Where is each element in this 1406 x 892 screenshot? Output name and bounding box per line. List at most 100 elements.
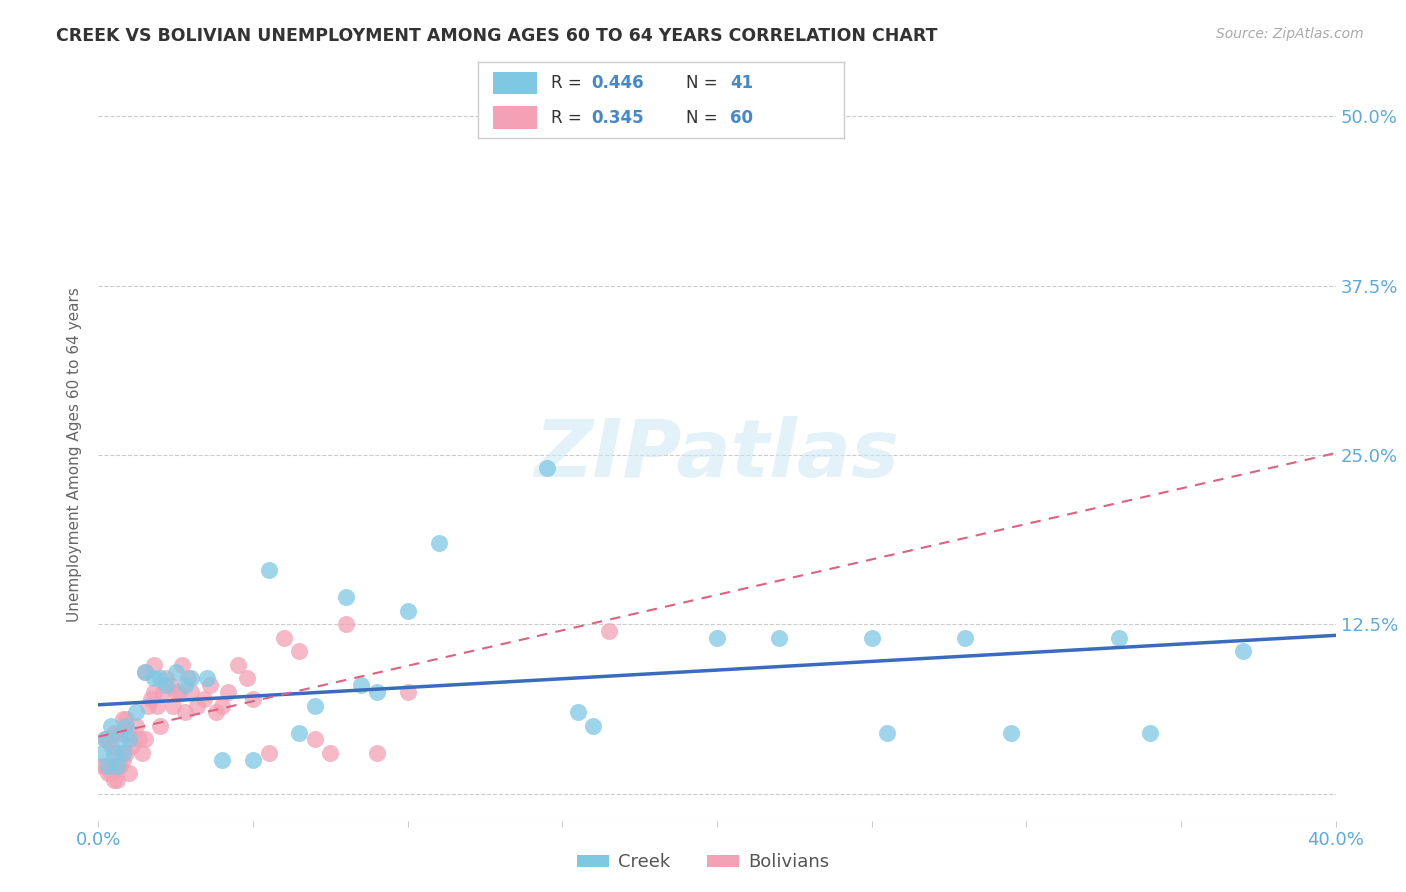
Point <box>582 719 605 733</box>
Point <box>211 698 233 713</box>
Point <box>105 772 128 787</box>
Point <box>273 631 295 645</box>
Point <box>366 685 388 699</box>
Point <box>257 746 280 760</box>
Point <box>93 732 115 747</box>
Point <box>143 685 166 699</box>
Point <box>319 746 342 760</box>
Point <box>396 685 419 699</box>
Point <box>1232 644 1254 658</box>
Point <box>136 698 159 713</box>
Point <box>90 746 112 760</box>
Bar <box>492 71 537 95</box>
Point <box>118 732 141 747</box>
Point <box>139 691 162 706</box>
Point <box>118 725 141 739</box>
Point <box>768 631 790 645</box>
Point <box>134 732 156 747</box>
Point <box>427 536 450 550</box>
Point <box>115 746 138 760</box>
Point <box>108 732 131 747</box>
Point <box>242 753 264 767</box>
Point <box>97 766 120 780</box>
Point <box>350 678 373 692</box>
Point <box>112 753 135 767</box>
Point <box>536 461 558 475</box>
Point <box>162 698 184 713</box>
Y-axis label: Unemployment Among Ages 60 to 64 years: Unemployment Among Ages 60 to 64 years <box>67 287 83 623</box>
Point <box>304 732 326 747</box>
Point <box>195 672 218 686</box>
Text: Source: ZipAtlas.com: Source: ZipAtlas.com <box>1216 27 1364 41</box>
Point <box>174 706 197 720</box>
Point <box>170 657 193 672</box>
Point <box>335 590 357 604</box>
Point <box>108 759 131 773</box>
Point <box>93 732 115 747</box>
Point <box>180 672 202 686</box>
Point <box>90 759 112 773</box>
Point <box>598 624 620 638</box>
Point <box>217 685 239 699</box>
Point <box>146 698 169 713</box>
Point <box>112 746 135 760</box>
Point <box>304 698 326 713</box>
Point <box>335 617 357 632</box>
Text: R =: R = <box>551 74 588 92</box>
Point <box>124 706 146 720</box>
Point <box>124 719 146 733</box>
Point <box>105 759 128 773</box>
Point <box>205 706 228 720</box>
Legend: Creek, Bolivians: Creek, Bolivians <box>569 847 837 879</box>
Point <box>155 678 177 692</box>
Point <box>186 698 208 713</box>
Point <box>128 732 150 747</box>
Point <box>105 746 128 760</box>
Point <box>167 685 190 699</box>
Point <box>97 732 120 747</box>
Text: 41: 41 <box>730 74 754 92</box>
Point <box>242 691 264 706</box>
Point <box>288 644 311 658</box>
Point <box>143 657 166 672</box>
Point <box>149 719 172 733</box>
Text: R =: R = <box>551 109 588 127</box>
Point <box>115 719 138 733</box>
Point <box>100 739 122 753</box>
Point <box>257 563 280 577</box>
Point <box>103 759 125 773</box>
Point <box>155 672 177 686</box>
Text: CREEK VS BOLIVIAN UNEMPLOYMENT AMONG AGES 60 TO 64 YEARS CORRELATION CHART: CREEK VS BOLIVIAN UNEMPLOYMENT AMONG AGE… <box>56 27 938 45</box>
Point <box>193 691 215 706</box>
Bar <box>492 106 537 129</box>
Point <box>198 678 221 692</box>
Point <box>152 685 174 699</box>
Point <box>103 746 125 760</box>
Point <box>134 665 156 679</box>
Point <box>112 712 135 726</box>
Point <box>108 725 131 739</box>
Point <box>706 631 728 645</box>
Point <box>1139 725 1161 739</box>
Point <box>165 665 187 679</box>
Point <box>149 672 172 686</box>
Point <box>876 725 898 739</box>
Point <box>97 759 120 773</box>
Point <box>366 746 388 760</box>
Point <box>115 712 138 726</box>
Point <box>143 672 166 686</box>
Point <box>174 678 197 692</box>
Point <box>226 657 249 672</box>
Text: N =: N = <box>686 74 723 92</box>
Point <box>567 706 589 720</box>
Point <box>93 759 115 773</box>
Point <box>211 753 233 767</box>
Point <box>953 631 976 645</box>
Text: ZIPatlas: ZIPatlas <box>534 416 900 494</box>
Point <box>860 631 883 645</box>
Text: 0.446: 0.446 <box>592 74 644 92</box>
Point <box>1108 631 1130 645</box>
Point <box>165 685 187 699</box>
Point <box>177 672 200 686</box>
Point <box>118 766 141 780</box>
